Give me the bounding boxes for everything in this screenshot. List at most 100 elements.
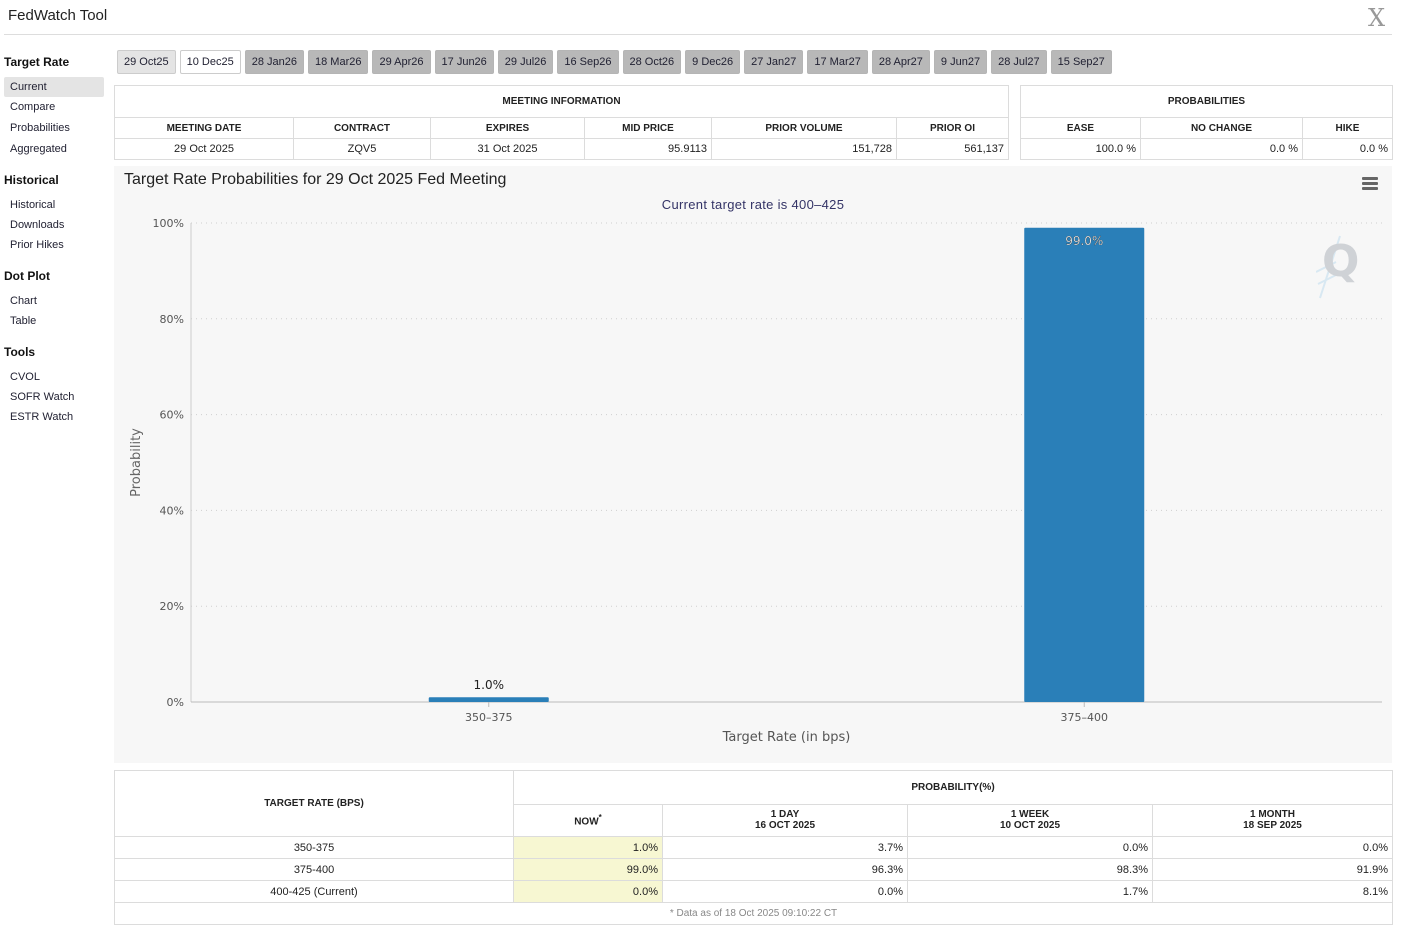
chart-subtitle: Current target rate is 400–425 <box>661 197 845 212</box>
column-header: EXPIRES <box>430 117 585 139</box>
probability-chart: 0% 20% 40% 60% 80% 100% 1.0% 350–375 99.0% 375–40… <box>114 166 1392 763</box>
sidebar-item-estr-watch[interactable]: ESTR Watch <box>10 411 74 423</box>
column-header: MEETING DATE <box>114 117 294 139</box>
column-header: PRIOR VOLUME <box>711 117 897 139</box>
day-cell: 3.7% <box>662 836 908 859</box>
y-axis-title: Probability <box>129 428 144 497</box>
tab-meeting[interactable]: 18 Mar26 <box>308 50 369 74</box>
sidebar-item-table[interactable]: Table <box>10 315 37 327</box>
column-header-1-month: 1 MONTH 18 SEP 2025 <box>1152 803 1393 837</box>
y-tick-label: 20% <box>160 600 184 613</box>
probabilities-table: PROBABILITIES EASE NO CHANGE HIKE 100.0 … <box>1020 85 1393 160</box>
column-header: NO CHANGE <box>1140 117 1303 139</box>
tab-meeting[interactable]: 17 Jun26 <box>434 50 494 74</box>
tab-meeting[interactable]: 27 Jan27 <box>744 50 804 74</box>
probability-table: TARGET RATE (BPS) PROBABILITY(%) NOW* 1 … <box>114 770 1393 925</box>
meeting-info-table: MEETING INFORMATION MEETING DATE CONTRAC… <box>114 85 1009 160</box>
sidebar-item-downloads[interactable]: Downloads <box>10 219 65 231</box>
bar-data-label: 99.0% <box>1065 234 1103 248</box>
now-cell: 1.0% <box>513 836 663 859</box>
day-cell: 96.3% <box>662 858 908 881</box>
tab-meeting[interactable]: 9 Dec26 <box>685 50 741 74</box>
sidebar-item-probabilities[interactable]: Probabilities <box>10 122 70 134</box>
tab-meeting[interactable]: 16 Sep26 <box>557 50 619 74</box>
ease-value: 100.0 % <box>1020 138 1141 160</box>
tab-meeting[interactable]: 17 Mar27 <box>807 50 868 74</box>
tab-meeting[interactable]: 15 Sep27 <box>1050 50 1112 74</box>
sidebar-item-compare[interactable]: Compare <box>10 101 56 113</box>
tab-meeting[interactable]: 28 Jul27 <box>991 50 1047 74</box>
x-tick-label: 350–375 <box>465 711 513 724</box>
meeting-tabs: 29 Oct25 10 Dec25 28 Jan26 18 Mar26 29 A… <box>117 50 1116 74</box>
sidebar-item-aggregated[interactable]: Aggregated <box>10 143 67 155</box>
now-cell: 99.0% <box>513 858 663 881</box>
footnote: * Data as of 18 Oct 2025 09:10:22 CT <box>114 902 1393 925</box>
bar-data-label: 1.0% <box>474 678 505 692</box>
tab-meeting[interactable]: 29 Apr26 <box>372 50 431 74</box>
title-divider <box>4 34 1392 35</box>
tab-meeting[interactable]: 9 Jun27 <box>933 50 988 74</box>
week-cell: 0.0% <box>907 836 1153 859</box>
tab-meeting[interactable]: 28 Apr27 <box>871 50 930 74</box>
column-header-1-day: 1 DAY 16 OCT 2025 <box>662 803 908 837</box>
y-tick-label: 40% <box>160 504 184 517</box>
table-row: 350-375 1.0% 3.7% 0.0% 0.0% <box>114 836 1393 859</box>
column-header: MID PRICE <box>584 117 712 139</box>
sidebar-heading-dot-plot: Dot Plot <box>4 269 50 283</box>
bar <box>1024 227 1145 702</box>
table-row: 400-425 (Current) 0.0% 0.0% 1.7% 8.1% <box>114 880 1393 903</box>
tab-meeting[interactable]: 29 Jul26 <box>497 50 554 74</box>
column-header-now: NOW* <box>513 803 663 837</box>
meeting-info-header: MEETING INFORMATION <box>114 85 1009 118</box>
column-header-1-week: 1 WEEK 10 OCT 2025 <box>907 803 1153 837</box>
chart-title: Target Rate Probabilities for 29 Oct 202… <box>124 171 507 188</box>
sidebar-item-historical[interactable]: Historical <box>10 199 56 211</box>
rate-cell: 400-425 (Current) <box>114 880 514 903</box>
hamburger-menu-icon[interactable] <box>1362 177 1378 190</box>
hike-value: 0.0 % <box>1302 138 1393 160</box>
y-tick-label: 60% <box>160 409 184 422</box>
sidebar-item-chart[interactable]: Chart <box>10 295 37 307</box>
column-header: CONTRACT <box>293 117 431 139</box>
rate-cell: 375-400 <box>114 858 514 881</box>
meeting-date: 29 Oct 2025 <box>114 138 294 160</box>
month-cell: 8.1% <box>1152 880 1393 903</box>
rate-cell: 350-375 <box>114 836 514 859</box>
tab-meeting[interactable]: 29 Oct25 <box>117 50 176 74</box>
y-tick-label: 80% <box>160 313 184 326</box>
column-header: PRIOR OI <box>896 117 1009 139</box>
month-cell: 91.9% <box>1152 858 1393 881</box>
y-tick-label: 100% <box>153 217 184 230</box>
expires: 31 Oct 2025 <box>430 138 585 160</box>
app-title: FedWatch Tool <box>8 7 108 24</box>
month-cell: 0.0% <box>1152 836 1393 859</box>
close-icon[interactable]: X <box>1368 4 1386 32</box>
sidebar-item-sofr-watch[interactable]: SOFR Watch <box>10 391 75 403</box>
mid-price: 95.9113 <box>584 138 712 160</box>
chart-svg: 0% 20% 40% 60% 80% 100% 1.0% 350–375 99.0% 375–40… <box>129 217 1382 745</box>
column-header-target-rate: TARGET RATE (BPS) <box>114 770 514 837</box>
tab-meeting[interactable]: 28 Jan26 <box>244 50 304 74</box>
probabilities-header: PROBABILITIES <box>1020 85 1393 118</box>
x-axis-title: Target Rate (in bps) <box>722 730 851 745</box>
tab-meeting[interactable]: 10 Dec25 <box>179 50 241 74</box>
week-cell: 1.7% <box>907 880 1153 903</box>
prior-volume: 151,728 <box>711 138 897 160</box>
sidebar-heading-historical: Historical <box>4 173 59 187</box>
column-header: EASE <box>1020 117 1141 139</box>
column-header-probability: PROBABILITY(%) <box>513 770 1393 805</box>
logo-lines-icon <box>1316 235 1341 299</box>
sidebar-item-current[interactable]: Current <box>4 77 104 97</box>
week-cell: 98.3% <box>907 858 1153 881</box>
sidebar: Target Rate Current Compare Probabilitie… <box>4 52 104 427</box>
prior-oi: 561,137 <box>896 138 1009 160</box>
no-change-value: 0.0 % <box>1140 138 1303 160</box>
contract: ZQV5 <box>293 138 431 160</box>
sidebar-item-cvol[interactable]: CVOL <box>10 371 40 383</box>
day-cell: 0.0% <box>662 880 908 903</box>
now-cell: 0.0% <box>513 880 663 903</box>
bar <box>428 697 549 702</box>
q-logo-icon: Q <box>1322 236 1360 287</box>
tab-meeting[interactable]: 28 Oct26 <box>622 50 682 74</box>
sidebar-item-prior-hikes[interactable]: Prior Hikes <box>10 239 64 251</box>
